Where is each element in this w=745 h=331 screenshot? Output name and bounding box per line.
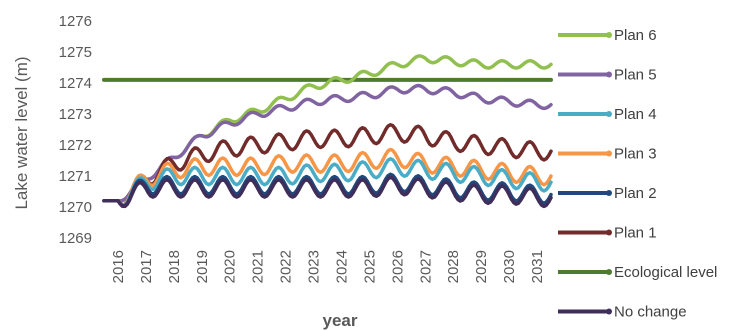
x-axis-title: year — [323, 311, 358, 330]
y-tick-label: 1269 — [59, 230, 92, 247]
x-tick-label: 2023 — [306, 250, 323, 283]
legend-label: No change — [614, 304, 687, 321]
x-tick-label: 2027 — [417, 250, 434, 283]
legend-marker — [606, 32, 612, 38]
legend-marker — [606, 308, 612, 315]
x-tick-label: 2024 — [333, 250, 350, 283]
x-tick-label: 2017 — [138, 250, 155, 283]
series-lines — [102, 54, 553, 209]
legend-label: Ecological level — [614, 264, 717, 281]
x-tick-label: 2026 — [389, 250, 406, 283]
series-line — [102, 147, 553, 207]
y-axis-ticks: 1269 1270 1271 1272 1273 1274 1275 1276 — [59, 13, 92, 247]
legend-marker — [606, 190, 612, 196]
legend-label: Plan 4 — [614, 106, 657, 123]
x-tick-label: 2029 — [473, 250, 490, 283]
x-tick-label: 2021 — [250, 250, 267, 283]
legend-marker — [606, 111, 612, 117]
x-tick-label: 2019 — [194, 250, 211, 283]
series-line — [102, 175, 553, 209]
series-line — [102, 83, 553, 203]
legend-label: Plan 6 — [614, 27, 657, 44]
y-tick-label: 1272 — [59, 137, 92, 154]
y-tick-label: 1274 — [59, 75, 92, 92]
legend-label: Plan 3 — [614, 146, 657, 163]
series-line — [102, 157, 553, 207]
y-tick-label: 1270 — [59, 199, 92, 216]
x-axis-ticks: 2016 2017 2018 2019 2020 2021 2022 2023 2024 2025… — [110, 250, 546, 283]
x-tick-label: 2025 — [361, 250, 378, 283]
legend-marker — [606, 71, 612, 78]
series-line — [102, 122, 553, 207]
legend-label: Plan 5 — [614, 67, 657, 84]
y-tick-label: 1273 — [59, 106, 92, 123]
legend-marker — [606, 229, 612, 236]
y-tick-label: 1276 — [59, 13, 92, 30]
x-tick-label: 2022 — [278, 250, 295, 283]
x-tick-label: 2028 — [445, 250, 462, 283]
legend-marker — [606, 269, 612, 275]
x-tick-label: 2031 — [529, 250, 546, 283]
x-tick-label: 2016 — [110, 250, 127, 283]
x-tick-label: 2018 — [166, 250, 183, 283]
y-axis-title: Lake water level (m) — [12, 56, 31, 209]
y-tick-label: 1275 — [59, 44, 92, 61]
legend-label: Plan 2 — [614, 185, 657, 202]
legend: Plan 6 Plan 5 Plan 4 Plan 3 Plan 2 Plan 1 Ecol… — [558, 27, 717, 321]
y-tick-label: 1271 — [59, 168, 92, 185]
x-tick-label: 2020 — [222, 250, 239, 283]
legend-label: Plan 1 — [614, 225, 657, 242]
x-tick-label: 2030 — [501, 250, 518, 283]
legend-marker — [606, 150, 612, 157]
